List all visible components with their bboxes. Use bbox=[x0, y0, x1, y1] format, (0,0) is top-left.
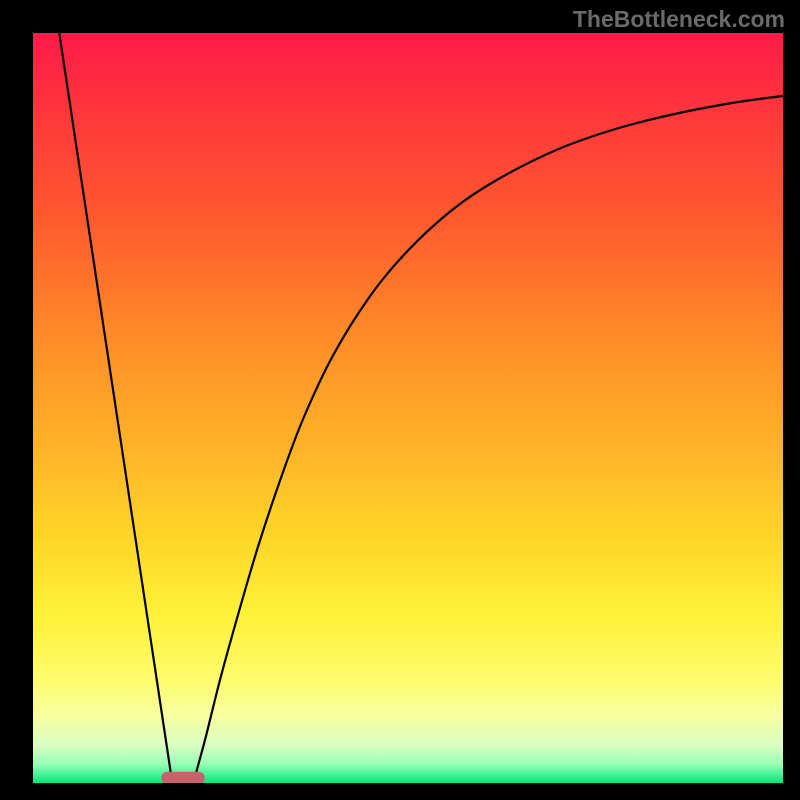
watermark-text: TheBottleneck.com bbox=[573, 6, 785, 33]
curves-layer bbox=[33, 33, 783, 783]
bottom-marker bbox=[161, 772, 205, 783]
chart-container: TheBottleneck.com bbox=[0, 0, 800, 800]
plot-area bbox=[33, 33, 783, 783]
right-rising-curve bbox=[194, 96, 783, 779]
left-descending-line bbox=[59, 33, 172, 779]
